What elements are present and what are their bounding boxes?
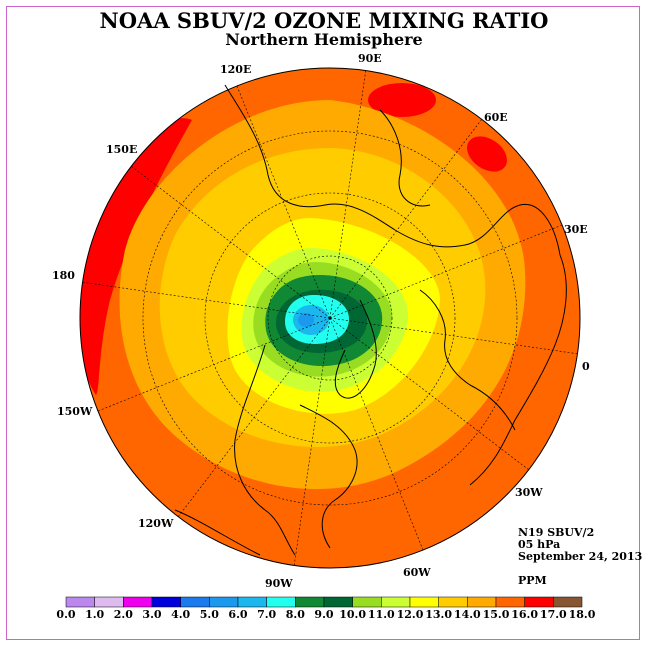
colorbar-swatch bbox=[94, 596, 124, 608]
colorbar-tick-label: 0.0 bbox=[56, 608, 76, 621]
meridian-150w bbox=[97, 317, 331, 412]
contour-16-17-east bbox=[467, 136, 507, 172]
colorbar-swatch bbox=[438, 596, 468, 608]
map-subtitle: Northern Hemisphere bbox=[225, 30, 423, 49]
colorbar-swatch bbox=[65, 596, 95, 608]
lon-label-30w: 30W bbox=[515, 486, 543, 499]
coastline-siberia bbox=[379, 109, 431, 207]
colorbar-swatch bbox=[180, 596, 210, 608]
colorbar-swatch bbox=[467, 596, 497, 608]
colorbar-tick-label: 18.0 bbox=[568, 608, 596, 621]
colorbar-swatch bbox=[323, 596, 353, 608]
lon-label-150w: 150W bbox=[57, 405, 93, 418]
contour-16-17-north bbox=[368, 83, 436, 117]
lon-label-60e: 60E bbox=[484, 111, 508, 124]
meridian-180 bbox=[80, 281, 331, 319]
colorbar-tick-label: 5.0 bbox=[199, 608, 219, 621]
colorbar-tick-label: 13.0 bbox=[425, 608, 453, 621]
units-label: PPM bbox=[518, 574, 547, 587]
colorbar-swatch bbox=[409, 596, 439, 608]
latitude-circle-70 bbox=[267, 255, 393, 381]
meridian-60w bbox=[329, 317, 424, 551]
coastline-north-america-east bbox=[299, 404, 358, 549]
date-label: September 24, 2013 bbox=[518, 550, 643, 563]
colorbar-swatch bbox=[553, 596, 583, 608]
lon-label-30e: 30E bbox=[564, 223, 588, 236]
coastlines bbox=[174, 84, 567, 556]
colorbar-tick-label: 7.0 bbox=[257, 608, 277, 621]
coastline-scandinavia bbox=[419, 289, 516, 431]
colorbar-tick-label: 3.0 bbox=[142, 608, 162, 621]
latitude-circle-50 bbox=[204, 192, 456, 444]
colorbar-tick-label: 16.0 bbox=[511, 608, 539, 621]
colorbar-swatch bbox=[381, 596, 411, 608]
colorbar-tick-label: 8.0 bbox=[285, 608, 305, 621]
contour-5-6 bbox=[298, 313, 314, 327]
lon-label-0: 0 bbox=[582, 360, 590, 373]
colorbar-swatch bbox=[237, 596, 267, 608]
coastline-north-america-west bbox=[234, 344, 296, 556]
meridian-150e bbox=[130, 165, 331, 319]
colorbar-tick-label: 9.0 bbox=[314, 608, 334, 621]
colorbar-tick-label: 14.0 bbox=[453, 608, 481, 621]
colorbar-swatch bbox=[352, 596, 382, 608]
coastline-eurasia-north bbox=[224, 84, 561, 256]
colorbar-swatch bbox=[495, 596, 525, 608]
colorbar-tick-label: 17.0 bbox=[539, 608, 567, 621]
meridian-90e bbox=[329, 68, 367, 319]
colorbar-swatch bbox=[295, 596, 325, 608]
coastline-greenland bbox=[334, 299, 377, 399]
lon-label-150e: 150E bbox=[106, 143, 138, 156]
colorbar-tick-label: 2.0 bbox=[113, 608, 133, 621]
colorbar-tick-label: 4.0 bbox=[171, 608, 191, 621]
coastline-central-america bbox=[174, 509, 261, 556]
plot-frame bbox=[6, 6, 640, 640]
colorbar-tick-label: 12.0 bbox=[396, 608, 424, 621]
meridian-120w bbox=[177, 317, 331, 518]
meridian-60e bbox=[329, 118, 483, 319]
colorbar-swatch bbox=[266, 596, 296, 608]
colorbar-swatch bbox=[524, 596, 554, 608]
meridian-0 bbox=[329, 317, 580, 355]
graticule bbox=[80, 68, 580, 568]
lon-label-180: 180 bbox=[52, 269, 75, 282]
colorbar-swatch bbox=[209, 596, 239, 608]
meridian-120e bbox=[236, 85, 331, 319]
colorbar-tick-label: 15.0 bbox=[482, 608, 510, 621]
meridian-30e bbox=[329, 224, 563, 319]
meridian-30w bbox=[329, 317, 530, 471]
lon-label-120w: 120W bbox=[138, 517, 174, 530]
colorbar bbox=[65, 596, 583, 608]
map-title: NOAA SBUV/2 OZONE MIXING RATIO bbox=[99, 8, 549, 33]
colorbar-swatch bbox=[123, 596, 153, 608]
colorbar-tick-label: 1.0 bbox=[85, 608, 105, 621]
ozone-field bbox=[80, 68, 580, 568]
colorbar-tick-label: 6.0 bbox=[228, 608, 248, 621]
lon-label-90e: 90E bbox=[358, 52, 382, 65]
lon-label-90w: 90W bbox=[265, 577, 293, 590]
latitude-circle-30 bbox=[142, 130, 518, 506]
coastline-europe-africa bbox=[469, 254, 567, 486]
meridian-90w bbox=[293, 317, 331, 568]
map-boundary bbox=[79, 67, 581, 569]
colorbar-tick-label: 10.0 bbox=[339, 608, 367, 621]
instrument-label: N19 SBUV/2 bbox=[518, 526, 595, 539]
colorbar-swatch bbox=[151, 596, 181, 608]
lon-label-120e: 120E bbox=[220, 63, 252, 76]
pressure-level-label: 05 hPa bbox=[518, 538, 561, 551]
lon-label-60w: 60W bbox=[403, 566, 431, 579]
colorbar-tick-label: 11.0 bbox=[367, 608, 395, 621]
